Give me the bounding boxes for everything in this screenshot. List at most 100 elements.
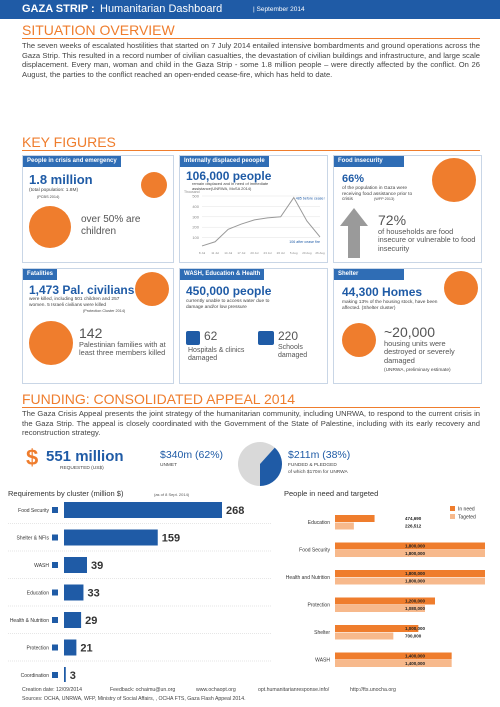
text: Schools damaged [278,344,308,359]
figure: 106,000 people [186,169,272,183]
chart-note: (as of 8 Sept. 2014) [154,492,190,497]
icon [342,323,376,357]
value-label: 159 [162,533,180,545]
x-tick-label: 17 Jul [237,251,245,255]
icon [186,331,200,345]
value-label: 1,800,000 [405,544,426,549]
label: FUNDED & PLEDGED [288,463,337,468]
y-tick-label: 200 [192,225,199,230]
x-tick-label: 26 Jul [277,251,285,255]
icon [29,321,73,365]
x-tick-label: 20 Jul [250,251,258,255]
footer-created: Creation date: 12/09/2014 [22,687,82,693]
line [201,196,321,247]
category-label: Shelter & NFIs [16,536,49,542]
value-label: 33 [87,588,99,600]
value-label: 1,080,000 [405,606,426,611]
footer-feedback: Feedback: ochaimu@un.org [110,687,176,693]
source: (WFP 2013) [374,197,395,201]
header-date: | September 2014 [253,6,305,13]
legend-swatch [450,506,455,511]
x-tick-label: 26 Aug [315,251,325,255]
value-label: 21 [80,643,92,655]
figure: 551 million [46,448,124,465]
bar [335,542,485,550]
header-bar [0,0,500,19]
value-label: 39 [91,560,103,572]
note: remain displaced and in need of immediat… [192,181,269,191]
panel-title: WASH, Education & Health [180,269,265,280]
currency: $ [26,445,39,470]
category-label: Protection [307,603,330,609]
icon [141,172,167,198]
category-label: Shelter [314,630,330,636]
panel: Internally displaced peoople 106,000 peo… [179,155,328,263]
icon [52,672,58,678]
annotation: 106 after cease fire [289,240,320,244]
footer-link[interactable]: http://fts.unocha.org [350,687,396,693]
value-label: 1,800,000 [405,551,426,556]
bar [64,639,77,656]
category-label: Health and Nutrition [286,575,330,581]
category-label: Health & Nutrition [10,618,49,624]
panel: Fatalities 1,473 Pal. civilians were kil… [22,268,174,384]
source: (Protection Cluster 2014) [83,309,126,313]
legend-label: Tageted [458,515,476,521]
bar [335,522,354,530]
footer-link[interactable]: www.ochaopt.org [196,687,236,693]
category-label: Education [308,520,330,526]
figure: ~20,000 [384,324,435,340]
text: housing units were destroyed or severely… [384,339,455,365]
section-heading: FUNDING: CONSOLIDATED APPEAL 2014 [22,391,296,407]
paragraph: The seven weeks of escalated hostilities… [22,41,480,79]
value-label: 268 [226,505,244,517]
y-tick-label: 400 [192,204,199,209]
bar [335,570,485,577]
icon [52,507,58,513]
figure: 220 [278,329,299,343]
chart-title: Requirements by cluster (million $) [8,489,124,498]
value-label: 700,000 [405,634,422,639]
panel-title: Shelter [334,269,404,280]
x-tick-label: 11 Jul [211,251,219,255]
icon [52,562,58,568]
note: (total population: 1.8M) [29,188,79,193]
bar [335,597,435,605]
bar [335,605,425,612]
icon [432,158,476,202]
figure: $340m (62%) [160,449,224,461]
panel: People in crisis and emergency 1.8 milli… [22,155,174,263]
bar [335,632,394,640]
figure: 450,000 people [186,284,272,298]
people-chart: People in need and targeted In need 474,69… [284,489,485,667]
arrow-icon [340,208,368,258]
icon [52,534,58,541]
value-label: 1,400,000 [405,654,426,659]
value-label: 1,800,000 [405,571,426,576]
category-label: Protection [26,646,49,652]
header-subtitle: Humanitarian Dashboard [100,3,223,15]
figure: 44,300 Homes [342,285,423,299]
text: of households are food insecure or vulne… [378,227,476,253]
value-label: 1,400,000 [405,661,426,666]
funding-pie [238,442,282,486]
category-label: WASH [34,563,49,569]
footer-link[interactable]: opt.humanitarianresponse.info/ [258,687,330,693]
note: of which $170m for UNRWA [288,470,348,475]
icon [52,617,58,623]
y-tick-label: 100 [192,235,199,240]
bar [335,550,485,557]
panel-title: Internally displaced peoople [180,156,269,167]
icon [258,331,274,345]
panel-title: People in crisis and emergency [23,156,121,167]
bar [64,612,82,628]
x-tick-label: 20 Aug [302,251,312,255]
category-label: Coordination [21,673,50,679]
text: over 50% are children [81,214,141,237]
text: making 13% of the housing stock, have be… [342,300,438,311]
x-tick-label: 23 Jul [264,251,272,255]
legend-label: In need [458,507,475,513]
text: of the population in Gaza were receiving… [342,186,413,203]
bar [64,502,222,518]
text: currently unable to access water due to … [186,299,270,310]
